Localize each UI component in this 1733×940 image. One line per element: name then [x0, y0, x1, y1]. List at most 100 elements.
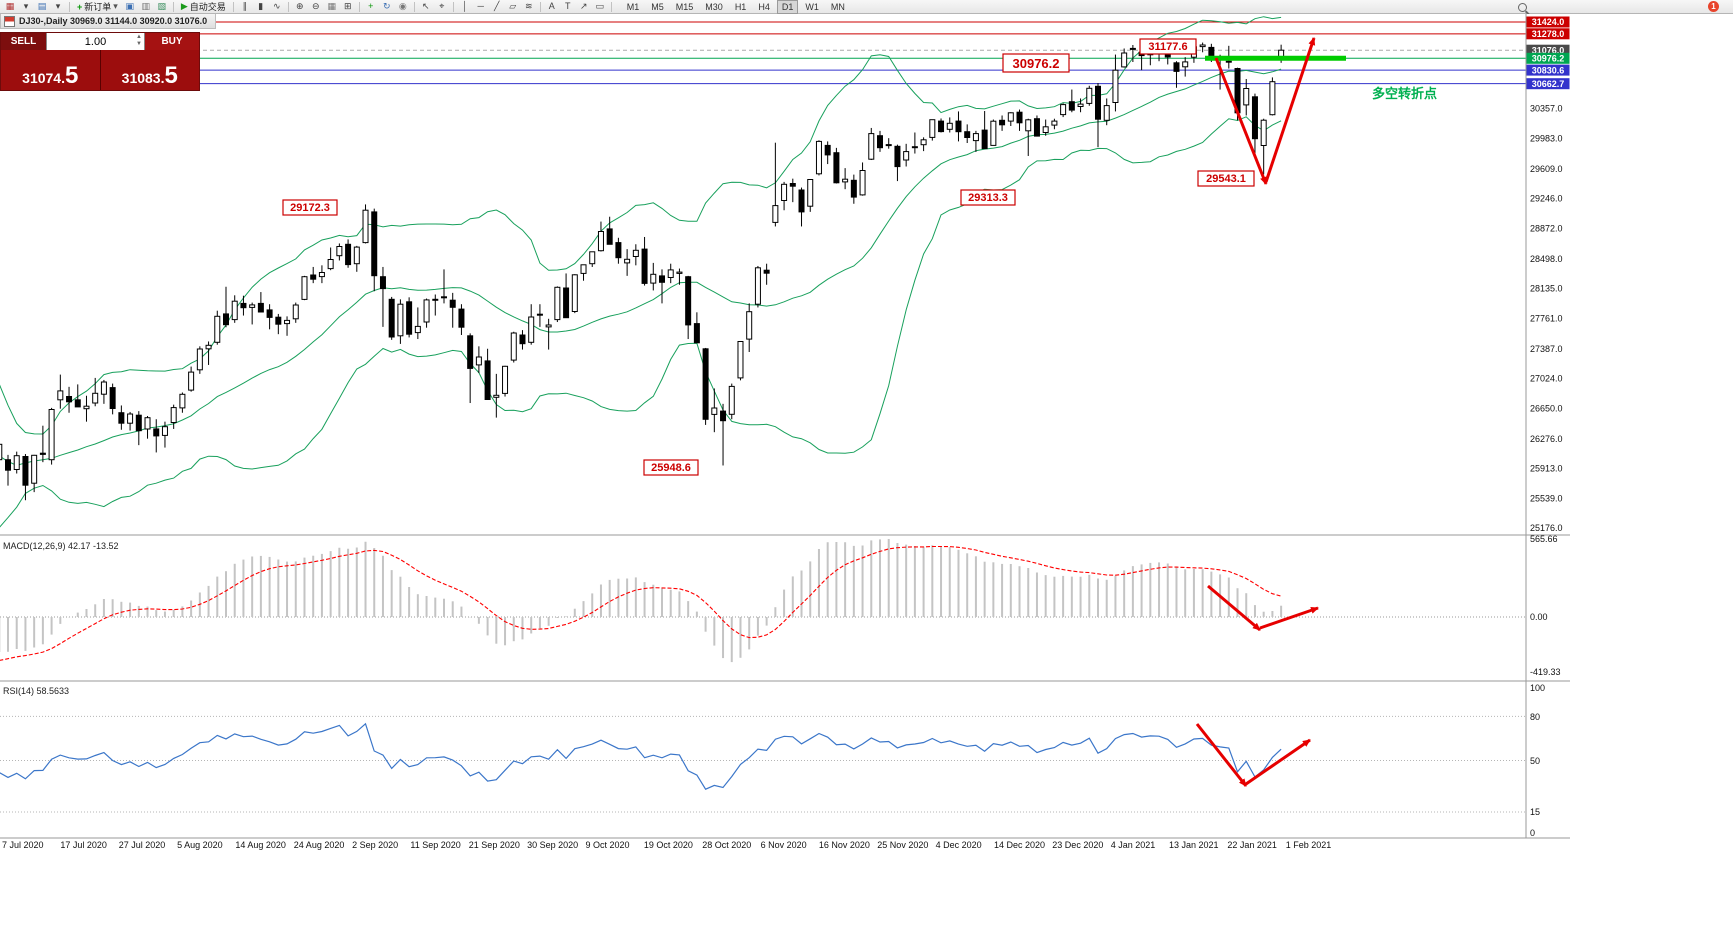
svg-text:28 Oct 2020: 28 Oct 2020: [702, 840, 751, 850]
navigator-icon[interactable]: ▧: [157, 1, 167, 11]
svg-text:80: 80: [1530, 712, 1540, 722]
rsi-panel: 100 80 50 15 0: [0, 683, 1545, 838]
svg-text:29609.0: 29609.0: [1530, 164, 1563, 174]
axes: 30357.0 29983.0 29609.0 29246.0 28872.0 28498…: [0, 14, 1570, 839]
label-icon[interactable]: T: [565, 1, 571, 11]
toolbar-separator: [539, 1, 541, 12]
tile-windows-icon[interactable]: ⊞: [343, 1, 352, 11]
market-watch-icon[interactable]: ▣: [125, 1, 135, 11]
svg-text:14 Aug 2020: 14 Aug 2020: [235, 840, 286, 850]
magnifier-icon[interactable]: [1518, 3, 1527, 12]
chart-symbol-icon: [4, 15, 15, 27]
price-chart-canvas[interactable]: 30357.0 29983.0 29609.0 29246.0 28872.0 28498…: [0, 14, 1570, 860]
chart-titlebar[interactable]: DJ30-,Daily 30969.0 31144.0 30920.0 3107…: [0, 14, 217, 29]
time-axis[interactable]: 7 Jul 2020 17 Jul 2020 27 Jul 2020 5 Aug 20…: [2, 840, 1331, 850]
svg-text:27 Jul 2020: 27 Jul 2020: [119, 840, 166, 850]
line-chart-icon[interactable]: ∿: [272, 1, 281, 11]
svg-text:31424.0: 31424.0: [1532, 17, 1565, 27]
svg-text:11 Sep 2020: 11 Sep 2020: [410, 840, 460, 850]
svg-text:30 Sep 2020: 30 Sep 2020: [527, 840, 578, 850]
spinner-up-icon[interactable]: ▲: [136, 34, 142, 40]
data-window-icon[interactable]: ▥: [141, 1, 151, 11]
svg-text:19 Oct 2020: 19 Oct 2020: [644, 840, 693, 850]
toolbar-separator: [610, 1, 612, 12]
timeframe-h1[interactable]: H1: [734, 1, 747, 12]
autoscroll-icon[interactable]: ◉: [398, 1, 407, 11]
vertical-line-icon[interactable]: │: [461, 1, 468, 11]
candles-chart-icon[interactable]: ▮: [258, 1, 264, 11]
buy-button[interactable]: BUY: [145, 33, 199, 50]
profiles-icon[interactable]: ▤: [37, 1, 47, 11]
refresh-icon[interactable]: ↻: [382, 1, 391, 11]
cursor-icon[interactable]: ↖: [421, 1, 430, 11]
buy-price-big-digit: 5: [164, 62, 178, 89]
timeframe-h4[interactable]: H4: [758, 1, 770, 12]
buy-price[interactable]: 31083. 5: [100, 50, 199, 90]
timeframe-m15[interactable]: M15: [675, 1, 694, 12]
svg-text:-419.33: -419.33: [1530, 667, 1561, 677]
arrow-tool-icon[interactable]: ↗: [579, 1, 588, 11]
sell-price[interactable]: 31074. 5: [1, 50, 100, 90]
timeframe-m30[interactable]: M30: [705, 1, 723, 12]
svg-text:31177.6: 31177.6: [1148, 41, 1187, 53]
svg-text:565.66: 565.66: [1530, 534, 1558, 544]
profiles-dropdown-icon[interactable]: ▾: [55, 1, 61, 11]
fibonacci-icon[interactable]: ≋: [524, 1, 533, 11]
channel-icon[interactable]: ▱: [509, 1, 517, 11]
volume-spinner: ▲ ▼: [136, 34, 142, 48]
svg-text:2 Sep 2020: 2 Sep 2020: [352, 840, 398, 850]
macd-panel: 565.66 0.00 -419.33: [0, 534, 1561, 677]
main-toolbar: ▦ ▾ ▤ ▾ + 新订单 ▾ ▣ ▥ ▧ ▶ 自动交易 ∥ ▮ ∿ ⊕ ⊖ ▦ ⊞ + ↻ ◉ ↖ ⌖ │ ─ ╱ ▱ ≋ A T ↗ ▭ M…: [0, 0, 1733, 14]
bars-chart-icon[interactable]: ∥: [242, 1, 248, 11]
svg-text:31278.0: 31278.0: [1532, 29, 1565, 39]
svg-text:15: 15: [1530, 807, 1540, 817]
toolbar-separator: [287, 1, 289, 12]
timeframe-bar: M1 M5 M15 M30 H1 H4 D1 W1 MN: [621, 0, 851, 14]
timeframe-m1[interactable]: M1: [626, 1, 640, 12]
new-order-button[interactable]: + 新订单 ▾: [77, 1, 118, 12]
svg-text:27024.0: 27024.0: [1530, 373, 1563, 383]
timeframe-m5[interactable]: M5: [651, 1, 664, 12]
auto-trading-button[interactable]: ▶ 自动交易: [180, 1, 226, 12]
grid-icon[interactable]: ▦: [327, 1, 336, 11]
text-icon[interactable]: A: [548, 1, 555, 11]
timeframe-d1[interactable]: D1: [776, 0, 799, 14]
svg-text:30830.6: 30830.6: [1532, 65, 1565, 75]
timeframe-mn[interactable]: MN: [830, 1, 845, 12]
svg-text:4 Jan 2021: 4 Jan 2021: [1111, 840, 1156, 850]
candles[interactable]: [0, 41, 1285, 501]
toolbar-separator: [172, 1, 174, 12]
svg-text:16 Nov 2020: 16 Nov 2020: [819, 840, 870, 850]
svg-text:30662.7: 30662.7: [1532, 79, 1565, 89]
svg-text:28498.0: 28498.0: [1530, 254, 1563, 264]
sell-button[interactable]: SELL: [1, 33, 46, 50]
sell-price-big-digit: 5: [64, 62, 79, 89]
chart-window-icon[interactable]: ▦: [5, 1, 15, 11]
trendline-icon[interactable]: ╱: [494, 1, 500, 11]
notification-badge[interactable]: 1: [1708, 1, 1719, 12]
timeframe-w1[interactable]: W1: [805, 1, 819, 12]
svg-text:4 Dec 2020: 4 Dec 2020: [936, 840, 982, 850]
toolbar-separator: [232, 1, 234, 12]
toolbar-separator: [413, 1, 415, 12]
macd-indicator-label: MACD(12,26,9) 42.17 -13.52: [3, 541, 119, 551]
svg-text:5 Aug 2020: 5 Aug 2020: [177, 840, 223, 850]
chart-title: DJ30-,Daily 30969.0 31144.0 30920.0 3107…: [19, 16, 208, 26]
chart-dropdown-icon[interactable]: ▾: [23, 1, 29, 11]
zoom-in-icon[interactable]: ⊕: [295, 1, 304, 11]
horizontal-line-icon[interactable]: ─: [477, 1, 484, 11]
one-click-trading-panel: SELL 1.00 ▲ ▼ BUY 31074. 5 31083. 5: [0, 32, 200, 91]
svg-text:27761.0: 27761.0: [1530, 314, 1563, 324]
svg-text:9 Oct 2020: 9 Oct 2020: [586, 840, 630, 850]
crosshair-icon[interactable]: ⌖: [439, 1, 445, 11]
zoom-out-icon[interactable]: ⊖: [311, 1, 320, 11]
volume-input[interactable]: 1.00 ▲ ▼: [46, 33, 145, 50]
svg-text:29983.0: 29983.0: [1530, 134, 1563, 144]
shapes-icon[interactable]: ▭: [595, 1, 604, 11]
spinner-down-icon[interactable]: ▼: [136, 41, 142, 47]
new-plus-icon[interactable]: +: [368, 1, 374, 11]
svg-text:17 Jul 2020: 17 Jul 2020: [60, 840, 107, 850]
svg-text:7 Jul 2020: 7 Jul 2020: [2, 840, 44, 850]
svg-text:14 Dec 2020: 14 Dec 2020: [994, 840, 1045, 850]
svg-text:25539.0: 25539.0: [1530, 494, 1563, 504]
